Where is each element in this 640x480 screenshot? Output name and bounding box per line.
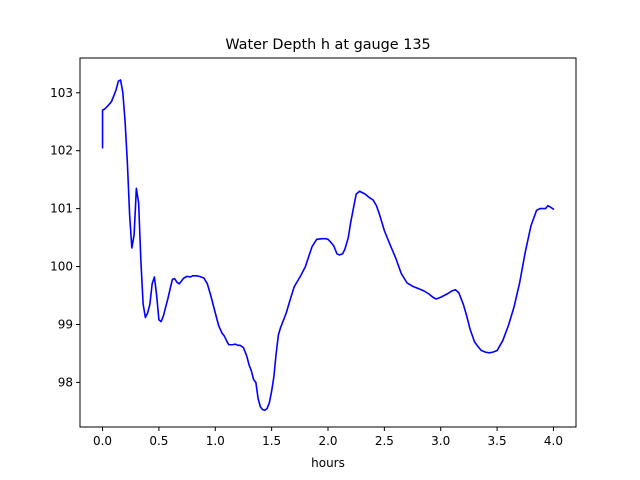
x-tick-label: 1.0: [206, 434, 225, 448]
y-axis-ticks: 98 99 100 101 102 103: [50, 86, 80, 389]
x-tick-label: 2.5: [375, 434, 394, 448]
y-tick-label: 102: [50, 144, 73, 158]
y-tick-label: 101: [50, 202, 73, 216]
x-tick-label: 4.0: [544, 434, 563, 448]
x-axis-label: hours: [311, 456, 345, 470]
series-layer: [101, 79, 555, 412]
plot-frame: [79, 57, 577, 428]
x-tick-label: 3.0: [431, 434, 450, 448]
y-tick-label: 98: [58, 375, 73, 389]
x-tick-label: 2.0: [318, 434, 337, 448]
x-axis-ticks: 0.0 0.5 1.0 1.5 2.0 2.5 3.0 3.5 4.0: [93, 427, 563, 448]
chart-title: Water Depth h at gauge 135: [225, 37, 430, 53]
y-tick-label: 100: [50, 260, 73, 274]
plot-area: 0.0 0.5 1.0 1.5 2.0 2.5 3.0 3.5 4.0 98 99 100 101 10…: [50, 57, 577, 448]
x-tick-label: 1.5: [262, 434, 281, 448]
y-tick-label: 99: [58, 317, 73, 331]
y-tick-label: 103: [50, 86, 73, 100]
x-tick-label: 0.5: [149, 434, 168, 448]
x-tick-label: 0.0: [93, 434, 112, 448]
x-tick-label: 3.5: [488, 434, 507, 448]
series-line: [101, 79, 555, 412]
